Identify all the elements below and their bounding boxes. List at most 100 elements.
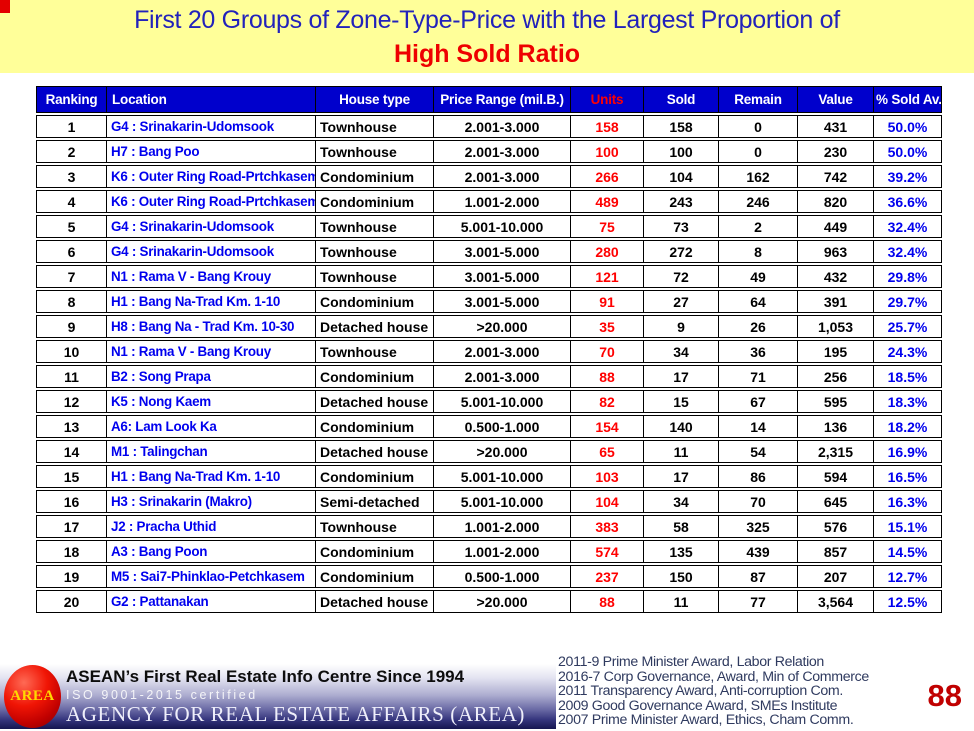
cell-sold: 11 bbox=[643, 440, 718, 463]
cell-value: 256 bbox=[797, 365, 873, 388]
cell-price-range: 5.001-10.000 bbox=[433, 490, 570, 513]
cell-ranking: 12 bbox=[36, 390, 106, 413]
cell-price-range: 2.001-3.000 bbox=[433, 365, 570, 388]
cell-price-range: 2.001-3.000 bbox=[433, 340, 570, 363]
cell-ranking: 18 bbox=[36, 540, 106, 563]
cell-sold-pct: 50.0% bbox=[873, 140, 942, 163]
cell-remain: 246 bbox=[718, 190, 797, 213]
cell-house-type: Detached house bbox=[315, 590, 433, 613]
cell-remain: 2 bbox=[718, 215, 797, 238]
cell-units: 489 bbox=[570, 190, 643, 213]
cell-sold-pct: 32.4% bbox=[873, 215, 942, 238]
cell-sold: 27 bbox=[643, 290, 718, 313]
cell-house-type: Detached house bbox=[315, 440, 433, 463]
cell-ranking: 10 bbox=[36, 340, 106, 363]
cell-ranking: 11 bbox=[36, 365, 106, 388]
header-house-type: House type bbox=[315, 86, 433, 113]
cell-ranking: 13 bbox=[36, 415, 106, 438]
cell-sold: 17 bbox=[643, 365, 718, 388]
cell-price-range: 5.001-10.000 bbox=[433, 390, 570, 413]
table-row: 9 H8 : Bang Na - Trad Km. 10-30 Detached… bbox=[36, 315, 942, 338]
table-row: 19 M5 : Sai7-Phinklao-Petchkasem Condomi… bbox=[36, 565, 942, 588]
header-ranking: Ranking bbox=[36, 86, 106, 113]
table-row: 14 M1 : Talingchan Detached house >20.00… bbox=[36, 440, 942, 463]
cell-location: H3 : Srinakarin (Makro) bbox=[106, 490, 315, 513]
cell-location: G4 : Srinakarin-Udomsook bbox=[106, 215, 315, 238]
cell-units: 70 bbox=[570, 340, 643, 363]
cell-ranking: 17 bbox=[36, 515, 106, 538]
award-item: 2011 Transparency Award, Anti-corruption… bbox=[558, 683, 843, 699]
cell-sold: 100 bbox=[643, 140, 718, 163]
cell-sold-pct: 16.9% bbox=[873, 440, 942, 463]
cell-remain: 54 bbox=[718, 440, 797, 463]
cell-house-type: Townhouse bbox=[315, 340, 433, 363]
cell-sold: 243 bbox=[643, 190, 718, 213]
table-row: 13 A6: Lam Look Ka Condominium 0.500-1.0… bbox=[36, 415, 942, 438]
header-value: Value bbox=[797, 86, 873, 113]
header-units: Units bbox=[570, 86, 643, 113]
cell-location: A3 : Bang Poon bbox=[106, 540, 315, 563]
cell-value: 820 bbox=[797, 190, 873, 213]
zone-type-price-table: Ranking Location House type Price Range … bbox=[36, 84, 942, 615]
cell-remain: 26 bbox=[718, 315, 797, 338]
cell-sold: 9 bbox=[643, 315, 718, 338]
cell-units: 91 bbox=[570, 290, 643, 313]
cell-price-range: 1.001-2.000 bbox=[433, 540, 570, 563]
cell-sold-pct: 29.8% bbox=[873, 265, 942, 288]
area-logo-text: AREA bbox=[10, 688, 55, 704]
cell-sold: 140 bbox=[643, 415, 718, 438]
cell-ranking: 19 bbox=[36, 565, 106, 588]
cell-location: G4 : Srinakarin-Udomsook bbox=[106, 115, 315, 138]
header-sold: Sold bbox=[643, 86, 718, 113]
cell-location: G2 : Pattanakan bbox=[106, 590, 315, 613]
table-row: 6 G4 : Srinakarin-Udomsook Townhouse 3.0… bbox=[36, 240, 942, 263]
award-item: 2016-7 Corp Governance, Award, Min of Co… bbox=[558, 668, 869, 685]
cell-ranking: 14 bbox=[36, 440, 106, 463]
table-row: 11 B2 : Song Prapa Condominium 2.001-3.0… bbox=[36, 365, 942, 388]
cell-sold: 73 bbox=[643, 215, 718, 238]
awards-list: 2011-9 Prime Minister Award, Labor Relat… bbox=[558, 655, 918, 728]
cell-sold-pct: 18.5% bbox=[873, 365, 942, 388]
cell-remain: 86 bbox=[718, 465, 797, 488]
cell-sold-pct: 12.5% bbox=[873, 590, 942, 613]
area-logo: AREA bbox=[4, 665, 61, 728]
cell-sold: 17 bbox=[643, 465, 718, 488]
cell-units: 266 bbox=[570, 165, 643, 188]
table-row: 15 H1 : Bang Na-Trad Km. 1-10 Condominiu… bbox=[36, 465, 942, 488]
slide-title-line2: High Sold Ratio bbox=[393, 40, 581, 68]
cell-location: N1 : Rama V - Bang Krouy bbox=[106, 265, 315, 288]
data-table-container: Ranking Location House type Price Range … bbox=[36, 84, 942, 615]
cell-house-type: Townhouse bbox=[315, 265, 433, 288]
cell-value: 431 bbox=[797, 115, 873, 138]
cell-remain: 0 bbox=[718, 115, 797, 138]
cell-sold-pct: 29.7% bbox=[873, 290, 942, 313]
cell-sold-pct: 39.2% bbox=[873, 165, 942, 188]
table-body: 1 G4 : Srinakarin-Udomsook Townhouse 2.0… bbox=[36, 115, 942, 613]
table-row: 10 N1 : Rama V - Bang Krouy Townhouse 2.… bbox=[36, 340, 942, 363]
cell-units: 574 bbox=[570, 540, 643, 563]
cell-value: 391 bbox=[797, 290, 873, 313]
cell-house-type: Townhouse bbox=[315, 140, 433, 163]
cell-ranking: 1 bbox=[36, 115, 106, 138]
cell-location: M5 : Sai7-Phinklao-Petchkasem bbox=[106, 565, 315, 588]
cell-value: 576 bbox=[797, 515, 873, 538]
cell-price-range: 0.500-1.000 bbox=[433, 565, 570, 588]
cell-ranking: 9 bbox=[36, 315, 106, 338]
cell-value: 207 bbox=[797, 565, 873, 588]
cell-price-range: 5.001-10.000 bbox=[433, 465, 570, 488]
cell-units: 35 bbox=[570, 315, 643, 338]
cell-remain: 64 bbox=[718, 290, 797, 313]
cell-location: N1 : Rama V - Bang Krouy bbox=[106, 340, 315, 363]
footer-band bbox=[0, 664, 556, 729]
cell-house-type: Townhouse bbox=[315, 115, 433, 138]
cell-ranking: 15 bbox=[36, 465, 106, 488]
cell-units: 88 bbox=[570, 590, 643, 613]
table-row: 7 N1 : Rama V - Bang Krouy Townhouse 3.0… bbox=[36, 265, 942, 288]
cell-ranking: 5 bbox=[36, 215, 106, 238]
cell-location: A6: Lam Look Ka bbox=[106, 415, 315, 438]
cell-remain: 87 bbox=[718, 565, 797, 588]
cell-location: H1 : Bang Na-Trad Km. 1-10 bbox=[106, 290, 315, 313]
cell-sold: 34 bbox=[643, 340, 718, 363]
table-row: 12 K5 : Nong Kaem Detached house 5.001-1… bbox=[36, 390, 942, 413]
cell-location: M1 : Talingchan bbox=[106, 440, 315, 463]
